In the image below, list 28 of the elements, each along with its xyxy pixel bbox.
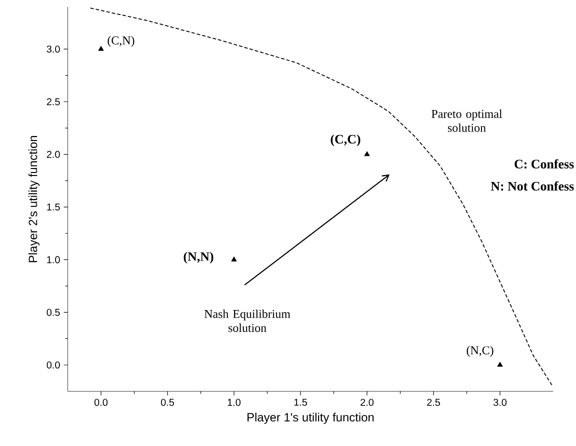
y-tick-label: 3.0 [46, 46, 60, 53]
x-tick-label: 3.0 [493, 398, 507, 406]
annotation: (N,N) [184, 252, 214, 264]
annotation: N: Not Confess [490, 181, 574, 191]
x-tick-label: 2.5 [427, 398, 440, 406]
x-tick-label: 2.0 [360, 398, 374, 406]
annotation: (C,C) [330, 134, 360, 146]
y-tick-label: 2.5 [46, 98, 60, 106]
x-tick-label: 1.5 [294, 398, 308, 406]
y-tick-label: 0.0 [46, 361, 60, 369]
point [98, 46, 104, 51]
annotation: (C,N) [108, 36, 134, 47]
y-tick-label: 1.5 [47, 204, 60, 211]
x-tick-label: 0.5 [160, 398, 174, 406]
annotation: Pareto optimal solution [432, 110, 502, 132]
x-axis-title: Player 1's utility function [248, 412, 374, 424]
point [497, 362, 503, 367]
annotation: (N,C) [466, 346, 494, 357]
x-tick-label: 1.0 [228, 398, 241, 406]
x-tick-label: 0.0 [94, 398, 108, 406]
y-tick-label: 2.0 [46, 150, 60, 158]
point [231, 256, 237, 262]
y-axis-title: Player 2's utility function [28, 136, 40, 262]
annotation: C: Confess [514, 159, 574, 169]
y-tick-label: 0.5 [46, 308, 60, 316]
annotation: Nash Equilibrium solution [204, 310, 290, 332]
point [364, 151, 370, 156]
y-tick-label: 1.0 [47, 256, 60, 264]
